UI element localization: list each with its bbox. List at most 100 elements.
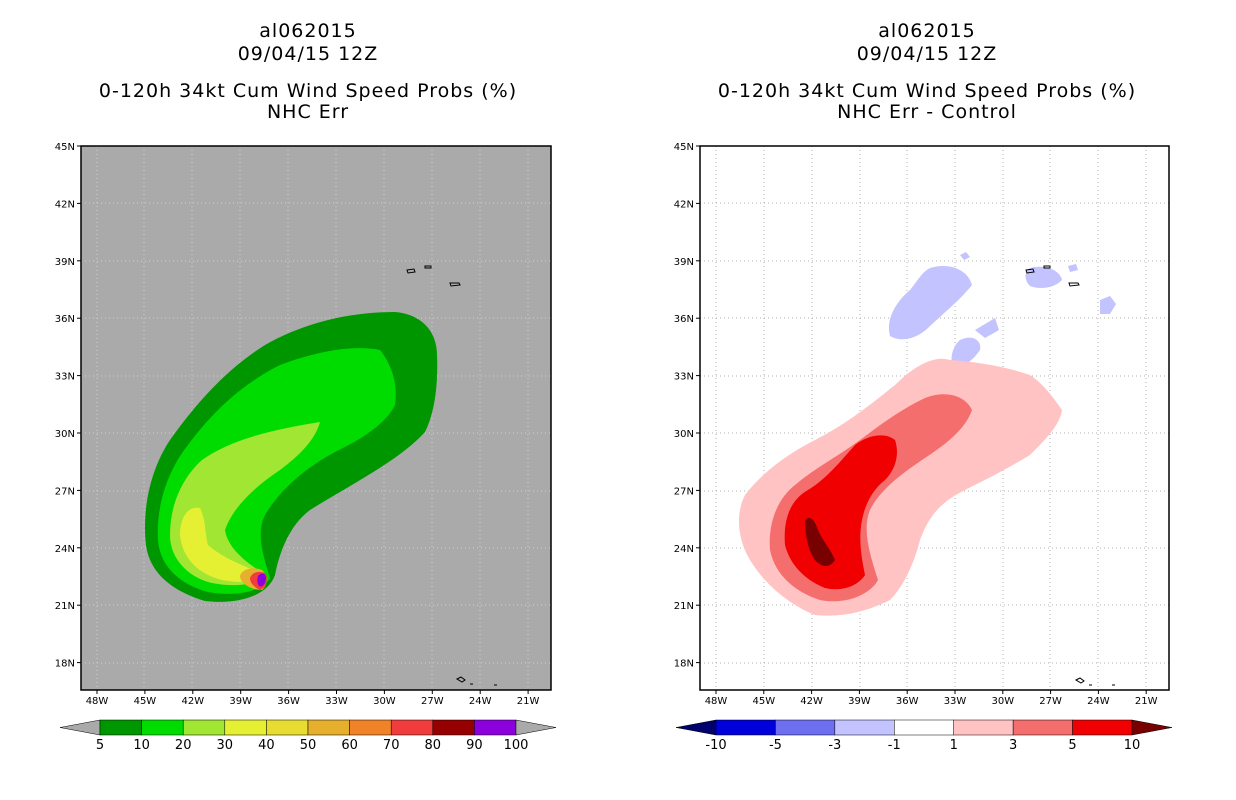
left-lon-tick-label: 48W (86, 696, 109, 707)
right-colorbar-swatch (775, 719, 836, 736)
left-lat-tick-label: 39N (55, 257, 75, 268)
right-lon-tick-label: 33W (944, 696, 967, 707)
left-colorbar-swatch (390, 719, 434, 736)
left-lon-tick-label: 33W (325, 696, 348, 707)
left-colorbar-low-arrow (59, 719, 101, 736)
right-lon-tick-label: 27W (1039, 696, 1062, 707)
right-lat-tick-label: 33N (674, 372, 694, 383)
left-storm-id: al062015 (259, 20, 357, 42)
right-lon-tick-label: 45W (752, 696, 775, 707)
right-colorbar-swatch (1012, 719, 1073, 736)
right-colorbar-low-arrow (675, 719, 717, 736)
left-colorbar-label: 70 (383, 738, 400, 753)
left-map-frame (80, 145, 552, 691)
right-colorbar-label: -3 (828, 738, 841, 753)
left-lon-tick-label: 39W (229, 696, 252, 707)
right-lat-tick-label: 18N (674, 659, 694, 670)
right-lat-tick-label: 27N (674, 486, 694, 497)
left-colorbar-swatch (224, 719, 267, 736)
right-map (699, 145, 1170, 691)
right-title-block: al062015 09/04/15 12Z 0-120h 34kt Cum Wi… (679, 20, 1175, 124)
left-lon-tick-label: 42W (181, 696, 204, 707)
left-colorbar-label: 30 (217, 738, 234, 753)
left-colorbar-swatch (182, 719, 226, 736)
left-islands (406, 265, 497, 686)
right-lon-tick-label: 30W (991, 696, 1014, 707)
right-colorbar-label: -10 (705, 738, 726, 753)
right-datetime: 09/04/15 12Z (856, 43, 998, 65)
right-band-minus3 (888, 252, 1116, 367)
left-lat-tick-label: 42N (55, 199, 75, 210)
right-colorbar-label: 5 (1068, 738, 1076, 753)
right-lat-tick-label: 36N (674, 314, 694, 325)
left-colorbar-swatch (99, 719, 142, 736)
right-colorbar: -10 -5 -3 -1 1 3 5 10 (675, 719, 1173, 753)
right-colorbar-high-arrow (1131, 719, 1173, 736)
left-chart-title: 0-120h 34kt Cum Wind Speed Probs (%) (98, 80, 518, 102)
left-colorbar-swatch (474, 719, 517, 736)
left-lat-tick-label: 21N (55, 601, 75, 612)
left-lon-tick-label: 36W (277, 696, 300, 707)
left-lat-ticks: 45N 42N 39N 36N 33N 30N 27N 24N 21N 18N (55, 142, 81, 670)
right-lat-ticks: 45N 42N 39N 36N 33N 30N 27N 24N 21N 18N (674, 142, 700, 670)
left-colorbar-label: 60 (341, 738, 358, 753)
right-colorbar-swatch (715, 719, 776, 736)
left-colorbar-label: 5 (96, 738, 104, 753)
left-colorbar-label: 20 (175, 738, 192, 753)
right-storm-id: al062015 (878, 20, 976, 42)
left-colorbar-label: 10 (133, 738, 150, 753)
right-colorbar-swatch (894, 719, 954, 736)
left-map (80, 145, 552, 691)
right-lat-tick-label: 39N (674, 257, 694, 268)
right-colorbar-label: -1 (888, 738, 901, 753)
left-lat-tick-label: 45N (55, 142, 75, 153)
right-lat-tick-label: 24N (674, 544, 694, 555)
right-chart-subtitle: NHC Err - Control (837, 101, 1017, 123)
right-band-gt10 (805, 518, 835, 566)
right-colorbar-label: 1 (950, 738, 958, 753)
right-lat-tick-label: 21N (674, 601, 694, 612)
left-colorbar-swatch (349, 719, 392, 736)
left-lat-tick-label: 36N (55, 314, 75, 325)
left-datetime: 09/04/15 12Z (237, 43, 379, 65)
right-lon-ticks: 48W 45W 42W 39W 36W 33W 30W 27W 24W 21W (705, 690, 1158, 707)
left-colorbar-swatch (432, 719, 475, 736)
left-band-90 (257, 573, 266, 587)
left-lon-tick-label: 30W (373, 696, 396, 707)
left-lat-tick-label: 30N (55, 429, 75, 440)
left-band-30 (180, 507, 266, 582)
left-colorbar-swatch (141, 719, 184, 736)
left-colorbar-label: 100 (504, 738, 529, 753)
right-lat-tick-label: 45N (674, 142, 694, 153)
left-lon-tick-label: 21W (517, 696, 540, 707)
left-colorbar-label: 40 (258, 738, 275, 753)
right-chart-title: 0-120h 34kt Cum Wind Speed Probs (%) (717, 80, 1137, 102)
right-colorbar-swatch (953, 719, 1014, 736)
right-lon-tick-label: 42W (800, 696, 823, 707)
right-lat-tick-label: 30N (674, 429, 694, 440)
right-lon-tick-label: 36W (896, 696, 919, 707)
left-lat-tick-label: 24N (55, 544, 75, 555)
left-colorbar-high-arrow (515, 719, 557, 736)
left-lat-tick-label: 27N (55, 486, 75, 497)
left-colorbar-swatch (307, 719, 350, 736)
right-lon-tick-label: 48W (705, 696, 728, 707)
left-lon-tick-label: 45W (134, 696, 157, 707)
left-lon-tick-label: 24W (469, 696, 492, 707)
left-lon-ticks: 48W 45W 42W 39W 36W 33W 30W 27W 24W 21W (86, 690, 540, 707)
left-colorbar: 5 10 20 30 40 50 60 70 80 90 100 (59, 719, 557, 753)
left-lon-tick-label: 27W (421, 696, 444, 707)
right-islands (1025, 265, 1115, 686)
left-colorbar-label: 80 (425, 738, 442, 753)
left-colorbar-label: 90 (466, 738, 483, 753)
left-colorbar-swatch (266, 719, 309, 736)
right-colorbar-label: -5 (769, 738, 782, 753)
right-colorbar-swatch (1072, 719, 1133, 736)
right-map-frame (699, 145, 1170, 691)
right-colorbar-label: 3 (1009, 738, 1017, 753)
right-lon-tick-label: 24W (1087, 696, 1110, 707)
left-title-block: al062015 09/04/15 12Z 0-120h 34kt Cum Wi… (60, 20, 556, 124)
left-lat-tick-label: 33N (55, 372, 75, 383)
left-lat-tick-label: 18N (55, 659, 75, 670)
